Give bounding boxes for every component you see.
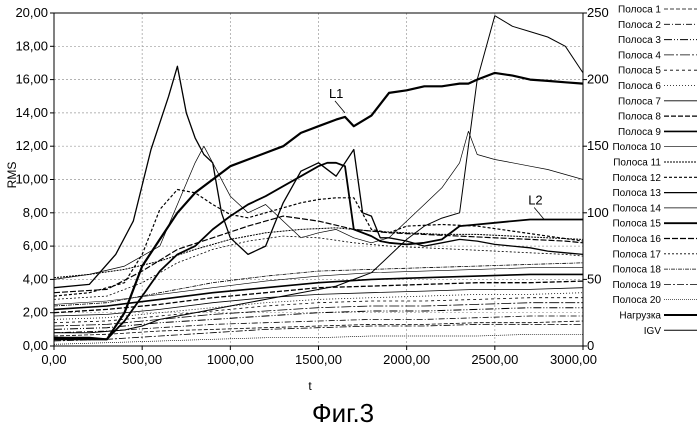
y-tick-label: 20,00 xyxy=(15,5,48,20)
y-axis-label: RMS xyxy=(5,162,19,189)
annotation-leader xyxy=(335,101,345,113)
x-tick-label: 500,00 xyxy=(122,352,162,367)
grid-lines xyxy=(54,13,583,346)
legend-label: Полоса 5 xyxy=(618,66,661,77)
x-tick-label: 2000,00 xyxy=(383,352,430,367)
x-axis-label: t xyxy=(308,379,312,393)
annotation-label: L1 xyxy=(329,86,343,101)
legend-label: Полоса 18 xyxy=(612,265,661,276)
y-tick-label: 2,00 xyxy=(23,305,48,320)
legend-label: IGV xyxy=(644,326,662,337)
y2-tick-label: 200 xyxy=(587,72,609,87)
legend-label: Полоса 19 xyxy=(612,280,661,291)
annotation-label: L2 xyxy=(528,192,542,207)
y2-axis-ticks: 0 50 100 150 200 250 xyxy=(583,5,609,353)
x-tick-label: 0,00 xyxy=(41,352,66,367)
y-axis-ticks: 0,00 2,00 4,00 6,00 8,00 10,00 12,00 14,00 16,00… xyxy=(15,5,54,353)
legend-label: Полоса 7 xyxy=(618,96,661,107)
x-tick-label: 1500,00 xyxy=(295,352,342,367)
y-tick-label: 18,00 xyxy=(15,38,48,53)
legend-label: Полоса 20 xyxy=(612,295,661,306)
x-tick-label: 2500,00 xyxy=(471,352,518,367)
y-tick-label: 4,00 xyxy=(23,271,48,286)
legend-label: Полоса 14 xyxy=(612,203,661,214)
y-tick-label: 8,00 xyxy=(23,205,48,220)
y-tick-label: 6,00 xyxy=(23,238,48,253)
y2-tick-label: 150 xyxy=(587,138,609,153)
y-tick-label: 14,00 xyxy=(15,105,48,120)
legend-label: Полоса 2 xyxy=(618,20,661,31)
y2-tick-label: 250 xyxy=(587,5,609,20)
legend-label: Полоса 3 xyxy=(618,35,661,46)
legend: Полоса 1 Полоса 2 Полоса 3 Полоса 4 Полоса 5… xyxy=(612,5,697,337)
y-tick-label: 10,00 xyxy=(15,172,48,187)
x-axis-ticks: 0,00 500,00 1000,00 1500,00 2000,00 2500,00 30… xyxy=(41,346,597,367)
legend-label: Полоса 6 xyxy=(618,81,661,92)
figure-caption: Фиг.3 xyxy=(312,398,374,428)
legend-label: Полоса 13 xyxy=(612,188,661,199)
legend-label: Полоса 10 xyxy=(612,142,661,153)
series-layer xyxy=(54,16,583,345)
y-tick-label: 12,00 xyxy=(15,138,48,153)
x-tick-label: 3000,00 xyxy=(550,352,597,367)
y-tick-label: 0,00 xyxy=(23,338,48,353)
legend-label: Полоса 17 xyxy=(612,249,661,260)
legend-label: Полоса 12 xyxy=(612,173,661,184)
y2-tick-label: 50 xyxy=(587,271,601,286)
legend-label: Полоса 9 xyxy=(618,127,661,138)
legend-label: Полоса 8 xyxy=(618,112,661,123)
legend-label: Полоса 1 xyxy=(618,5,661,16)
legend-label: Полоса 11 xyxy=(613,158,661,169)
legend-label: Полоса 15 xyxy=(612,219,661,230)
legend-label: Полоса 4 xyxy=(618,50,661,61)
legend-label: Полоса 16 xyxy=(612,234,661,245)
y-tick-label: 16,00 xyxy=(15,72,48,87)
legend-label: Нагрузка xyxy=(619,311,661,322)
annotation-leader xyxy=(534,207,544,219)
y2-tick-label: 100 xyxy=(587,205,609,220)
y2-tick-label: 0 xyxy=(587,338,594,353)
x-tick-label: 1000,00 xyxy=(207,352,254,367)
